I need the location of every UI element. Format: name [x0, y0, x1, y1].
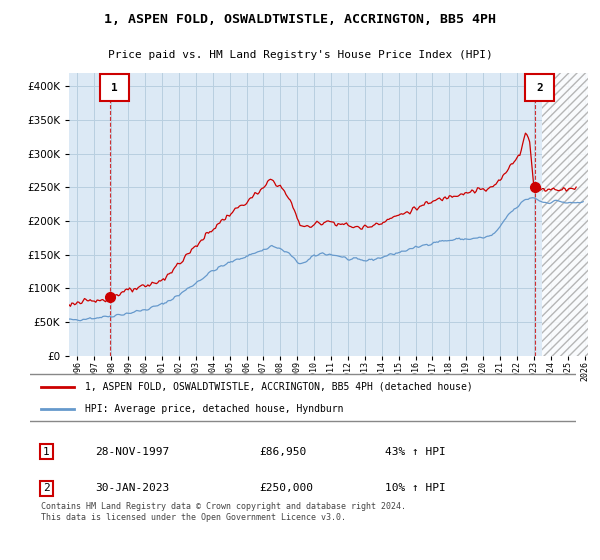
FancyBboxPatch shape [100, 74, 129, 101]
Text: £250,000: £250,000 [259, 483, 313, 493]
Text: Contains HM Land Registry data © Crown copyright and database right 2024.
This d: Contains HM Land Registry data © Crown c… [41, 502, 406, 522]
Text: 10% ↑ HPI: 10% ↑ HPI [385, 483, 446, 493]
Text: 1: 1 [111, 83, 118, 93]
FancyBboxPatch shape [526, 74, 554, 101]
Text: 28-NOV-1997: 28-NOV-1997 [95, 446, 170, 456]
Text: 1, ASPEN FOLD, OSWALDTWISTLE, ACCRINGTON, BB5 4PH (detached house): 1, ASPEN FOLD, OSWALDTWISTLE, ACCRINGTON… [85, 381, 472, 391]
Text: 43% ↑ HPI: 43% ↑ HPI [385, 446, 446, 456]
Bar [542, 73, 588, 356]
Text: HPI: Average price, detached house, Hyndburn: HPI: Average price, detached house, Hynd… [85, 404, 343, 414]
Text: 1, ASPEN FOLD, OSWALDTWISTLE, ACCRINGTON, BB5 4PH: 1, ASPEN FOLD, OSWALDTWISTLE, ACCRINGTON… [104, 13, 496, 26]
Text: £86,950: £86,950 [259, 446, 307, 456]
Text: 1: 1 [43, 446, 50, 456]
Text: 2: 2 [43, 483, 50, 493]
Text: 2: 2 [536, 83, 543, 93]
FancyBboxPatch shape [27, 375, 579, 421]
Text: Price paid vs. HM Land Registry's House Price Index (HPI): Price paid vs. HM Land Registry's House … [107, 50, 493, 60]
Text: 30-JAN-2023: 30-JAN-2023 [95, 483, 170, 493]
